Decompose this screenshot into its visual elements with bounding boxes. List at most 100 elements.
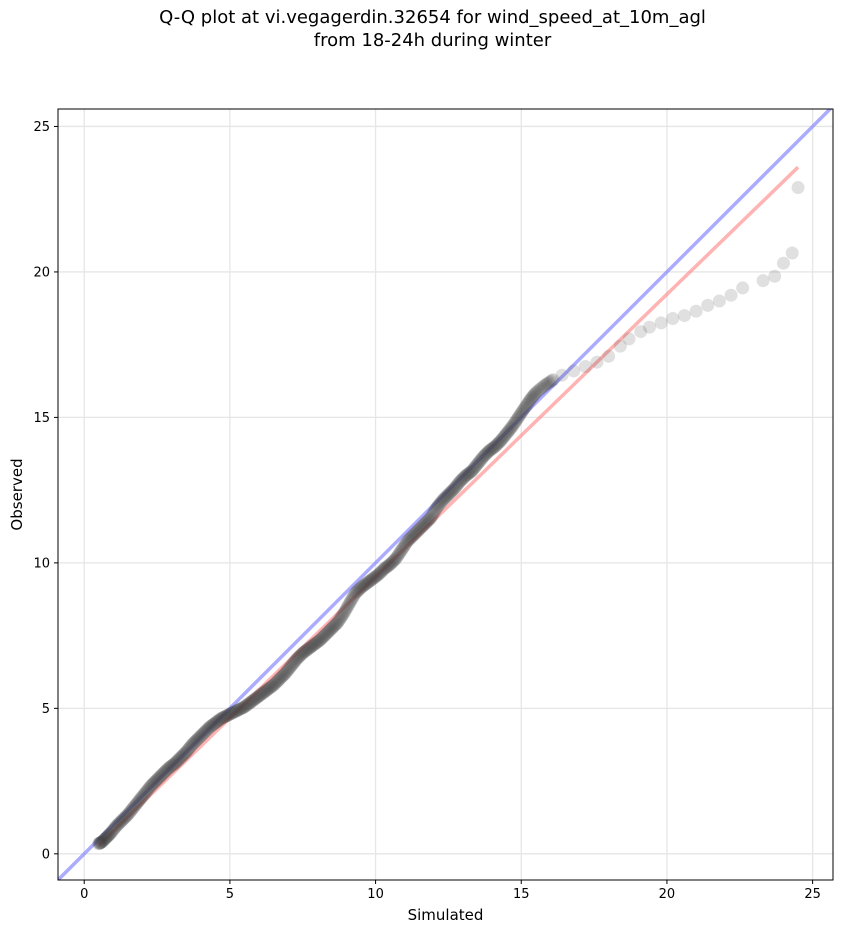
data-point	[268, 677, 282, 691]
data-point	[483, 443, 497, 457]
data-point	[289, 653, 303, 667]
data-point	[337, 605, 351, 619]
data-point	[180, 744, 194, 758]
data-point	[226, 706, 240, 720]
x-tick-label: 20	[659, 887, 676, 902]
data-point	[93, 836, 107, 850]
data-point	[93, 836, 107, 850]
data-point	[214, 712, 228, 726]
data-point	[324, 622, 338, 636]
y-tick-label: 5	[42, 702, 50, 717]
data-point	[325, 621, 339, 635]
data-point	[246, 693, 260, 707]
data-point	[515, 405, 529, 419]
data-point	[274, 670, 288, 684]
data-point	[322, 624, 336, 638]
data-point	[278, 666, 292, 680]
data-point	[100, 830, 114, 844]
data-point	[117, 811, 131, 825]
data-point	[238, 699, 252, 713]
data-point	[202, 721, 216, 735]
data-point	[192, 731, 206, 745]
data-point	[288, 654, 302, 668]
plot-area	[58, 109, 833, 880]
data-point	[634, 325, 648, 339]
data-point	[236, 700, 250, 714]
data-point	[108, 820, 122, 834]
data-point	[479, 447, 493, 461]
data-point	[776, 256, 790, 270]
data-point	[143, 780, 157, 794]
data-point	[344, 593, 358, 607]
data-point	[269, 676, 283, 690]
data-point	[323, 623, 337, 637]
data-point	[291, 651, 305, 665]
data-point	[377, 562, 391, 576]
data-point	[439, 489, 453, 503]
data-point	[481, 445, 495, 459]
data-point	[376, 563, 390, 577]
data-point	[190, 733, 204, 747]
data-point	[590, 355, 604, 369]
data-point	[270, 675, 284, 689]
data-point	[159, 764, 173, 778]
data-point	[338, 603, 352, 617]
data-point	[228, 705, 242, 719]
data-point	[516, 403, 530, 417]
data-point	[171, 753, 185, 767]
data-point	[387, 553, 401, 567]
data-point	[448, 480, 462, 494]
data-point	[216, 711, 230, 725]
data-point	[504, 422, 518, 436]
data-point	[466, 463, 480, 477]
data-point	[197, 726, 211, 740]
data-point	[523, 393, 537, 407]
data-point	[213, 712, 227, 726]
data-point	[354, 581, 368, 595]
data-point	[378, 561, 392, 575]
data-point	[382, 558, 396, 572]
data-point	[203, 720, 217, 734]
data-point	[139, 785, 153, 799]
data-point	[505, 420, 519, 434]
data-point	[256, 686, 270, 700]
data-point	[147, 776, 161, 790]
data-point	[356, 579, 370, 593]
data-point	[343, 595, 357, 609]
data-point	[211, 714, 225, 728]
data-point	[503, 423, 517, 437]
data-point	[371, 568, 385, 582]
data-point	[277, 667, 291, 681]
data-point	[613, 339, 627, 353]
data-point	[283, 660, 297, 674]
data-point	[306, 638, 320, 652]
data-point	[129, 798, 143, 812]
data-point	[342, 597, 356, 611]
data-point	[185, 738, 199, 752]
data-point	[368, 570, 382, 584]
data-point	[275, 669, 289, 683]
data-point	[184, 739, 198, 753]
data-point	[501, 425, 515, 439]
data-point	[536, 380, 550, 394]
data-point	[409, 525, 423, 539]
data-point	[341, 598, 355, 612]
data-point	[567, 364, 581, 378]
data-point	[539, 377, 553, 391]
data-point	[182, 741, 196, 755]
data-point	[314, 632, 328, 646]
data-point	[207, 717, 221, 731]
data-point	[374, 565, 388, 579]
data-point	[353, 582, 367, 596]
data-point	[181, 743, 195, 757]
data-point	[156, 767, 170, 781]
data-point	[426, 507, 440, 521]
data-point	[519, 399, 533, 413]
data-point	[494, 434, 508, 448]
data-point	[403, 532, 417, 546]
data-point	[509, 413, 523, 427]
data-point	[161, 762, 175, 776]
data-point	[445, 484, 459, 498]
data-point	[406, 528, 420, 542]
data-point	[428, 504, 442, 518]
